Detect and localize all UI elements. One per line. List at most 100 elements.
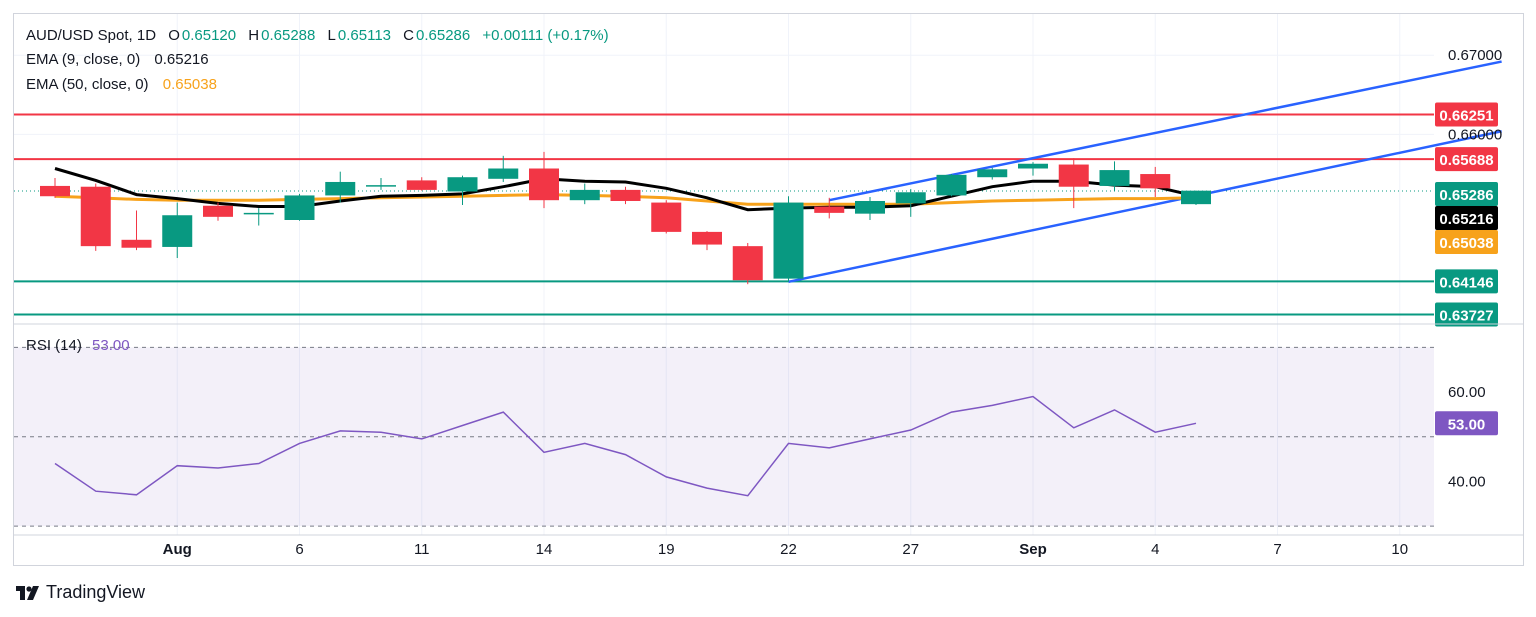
candle-body <box>895 192 926 204</box>
tradingview-icon <box>16 585 39 600</box>
candle-body <box>243 212 274 215</box>
ema9-tag-bg <box>1435 206 1498 230</box>
candle <box>1018 162 1048 176</box>
support-1-tag-bg <box>1435 269 1498 294</box>
candle-body <box>814 206 845 213</box>
candle-body <box>732 246 763 281</box>
low-value: 0.65113 <box>337 27 391 44</box>
candle <box>814 197 845 219</box>
time-tick-label: Aug <box>163 541 192 558</box>
candle-body <box>162 215 193 247</box>
candle-body <box>325 181 356 196</box>
candle <box>855 197 885 220</box>
candle-body <box>406 180 437 190</box>
candle <box>977 167 1008 180</box>
candle-body <box>203 205 233 217</box>
high-value: 0.65288 <box>261 27 316 44</box>
time-tick-label: 6 <box>295 541 303 558</box>
candle <box>692 231 722 251</box>
resistance-1-tag-bg <box>1435 147 1498 172</box>
last-price-tag: 0.65286 <box>1435 182 1498 206</box>
rsi-pane: 60.00 40.00 53.00 <box>14 346 1498 527</box>
change-value: +0.00111 (+0.17%) <box>482 27 609 44</box>
candles <box>40 151 1211 285</box>
candle <box>243 208 274 226</box>
ema50-legend: EMA (50, close, 0) 0.65038 <box>26 76 219 93</box>
candle <box>529 151 559 209</box>
ema9-label: EMA (9, close, 0) <box>26 51 141 68</box>
candle <box>80 183 111 251</box>
ema50-label: EMA (50, close, 0) <box>26 76 149 93</box>
support-1-tag: 0.64146 <box>1435 269 1498 294</box>
symbol-label: AUD/USD Spot, 1D <box>26 27 157 44</box>
candle-body <box>977 169 1008 178</box>
candle <box>447 175 478 205</box>
rsi-tick-label: 40.00 <box>1448 473 1486 490</box>
rsi-line <box>54 395 1197 497</box>
candle-body <box>366 185 396 187</box>
support-2-tag: 0.63727 <box>1435 302 1498 327</box>
candle-body <box>936 174 967 196</box>
support-2-tag-text: 0.63727 <box>1439 308 1493 325</box>
time-axis: Aug 6 11 14 19 22 27 Sep 4 7 10 <box>14 534 1524 558</box>
price-tick-label: 0.66000 <box>1448 126 1502 143</box>
rsi-tick-label: 60.00 <box>1448 384 1486 401</box>
candle <box>284 193 315 221</box>
ema9-tag: 0.65216 <box>1435 206 1498 230</box>
candle <box>732 242 763 285</box>
candle <box>895 189 926 217</box>
price-grid <box>14 14 1434 535</box>
open-label: O <box>168 27 180 44</box>
candle <box>610 186 641 205</box>
candle-body <box>40 185 70 197</box>
candle-body <box>121 239 152 248</box>
resistance-1-tag-text: 0.65688 <box>1439 152 1493 169</box>
candle <box>773 196 804 282</box>
candle-body <box>692 231 722 245</box>
time-tick-label: 7 <box>1273 541 1281 558</box>
ema50-value: 0.65038 <box>162 76 217 93</box>
high-label: H <box>248 27 260 44</box>
candle-body <box>488 168 519 179</box>
ema50-tag-text: 0.65038 <box>1439 235 1493 252</box>
open-value: 0.65120 <box>181 27 237 44</box>
time-tick-label: 10 <box>1391 541 1408 558</box>
resistance-2-tag: 0.66251 <box>1435 102 1498 127</box>
chart-frame <box>13 13 1524 566</box>
ohlc-legend: AUD/USD Spot, 1D O 0.65120 H 0.65288 L 0.65… <box>26 27 611 44</box>
candle <box>1099 161 1130 192</box>
support-2-tag-bg <box>1435 302 1498 327</box>
ema9-legend: EMA (9, close, 0) 0.65216 <box>26 51 211 68</box>
candle-body <box>610 189 641 201</box>
candle <box>488 155 519 182</box>
candle-body <box>447 177 478 192</box>
candle-body <box>1181 190 1211 205</box>
candle <box>366 178 396 190</box>
tradingview-logo[interactable]: TradingView <box>16 582 145 603</box>
rsi-label: RSI (14) <box>26 337 82 354</box>
time-tick-label: 14 <box>536 541 553 558</box>
resistance-1-tag: 0.65688 <box>1435 147 1498 172</box>
time-tick-label: 27 <box>902 541 919 558</box>
candle <box>121 210 152 251</box>
low-label: L <box>327 27 336 44</box>
price-tick-label: 0.67000 <box>1448 47 1502 64</box>
rsi-legend: RSI (14) 53.00 <box>26 337 132 354</box>
candle-body <box>651 202 682 232</box>
rsi-band-fill <box>14 347 1434 527</box>
support-1-tag-text: 0.64146 <box>1439 274 1493 291</box>
rsi-tag-text: 53.00 <box>1448 416 1486 433</box>
candle <box>203 202 233 221</box>
resistance-2-tag-bg <box>1435 102 1498 127</box>
candle <box>1181 190 1211 205</box>
candle <box>162 202 193 259</box>
candle <box>406 177 437 191</box>
time-tick-label: 22 <box>780 541 797 558</box>
ema9-tag-text: 0.65216 <box>1439 211 1493 228</box>
ema9-value: 0.65216 <box>154 51 209 68</box>
ema9-line <box>54 167 1197 212</box>
candle-body <box>284 195 315 220</box>
rsi-tag-bg <box>1435 411 1498 436</box>
candle-body <box>773 202 804 279</box>
